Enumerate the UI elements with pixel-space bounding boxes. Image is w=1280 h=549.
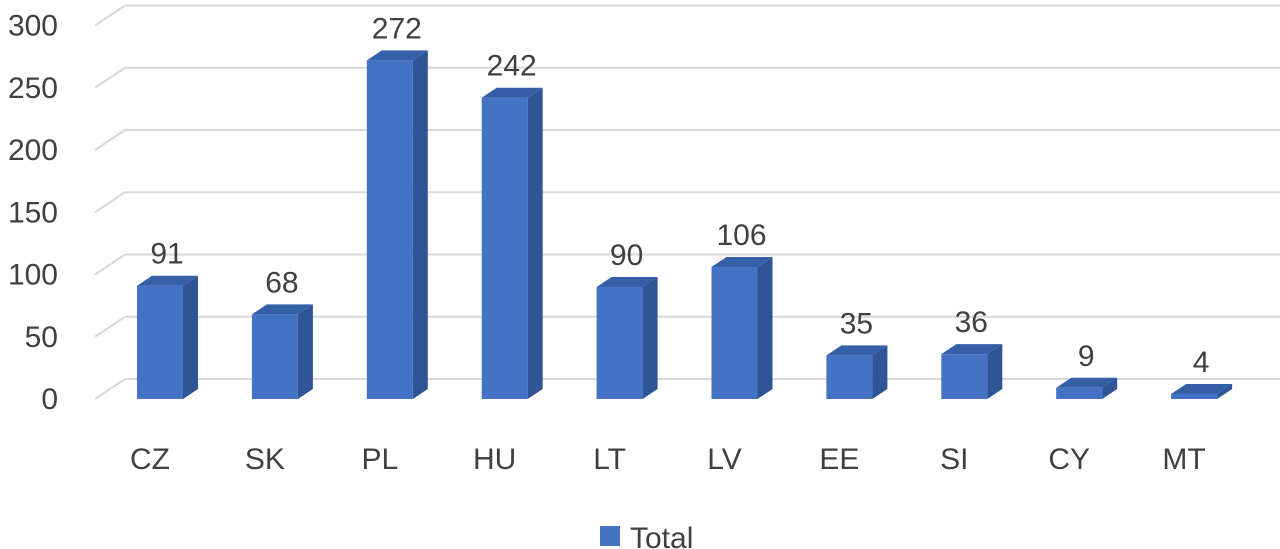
gridline-diagonal-50 (94, 315, 126, 338)
bar-front-si (941, 354, 988, 399)
bar-cy (1056, 377, 1118, 399)
bar-front-ee (826, 355, 873, 399)
bar-front-lv (711, 267, 758, 399)
bar-top-cy (1056, 377, 1118, 388)
bar-top-si (941, 344, 1003, 355)
bar-front-pl (366, 60, 413, 400)
category-label-lv: LV (707, 443, 741, 476)
y-tick-label-150: 150 (8, 196, 58, 229)
bar-top-mt (1171, 384, 1233, 395)
bar-side-hu (527, 87, 543, 400)
data-label-lt: 90 (610, 239, 643, 272)
category-label-ee: EE (819, 443, 859, 476)
data-label-sk: 68 (265, 266, 298, 299)
category-label-cy: CY (1048, 443, 1090, 476)
bar-mt (1171, 384, 1233, 399)
y-tick-label-200: 200 (8, 134, 58, 167)
category-label-pl: PL (361, 443, 398, 476)
legend-label-total: Total (630, 522, 693, 549)
bar-cz (137, 275, 198, 399)
legend: Total (600, 522, 693, 549)
y-axis-ticks: 0 50 100 150 200 250 300 (8, 10, 58, 417)
data-label-mt: 4 (1193, 346, 1210, 379)
bar-hu (481, 87, 543, 400)
gridline-diagonal-250 (94, 66, 126, 89)
bar-side-pl (412, 50, 428, 400)
bar-top-lv (711, 257, 773, 268)
bar-side-lt (642, 276, 658, 399)
bar-side-lv (757, 257, 773, 399)
bar-front-mt (1171, 394, 1218, 399)
data-labels: 91 68 272 242 90 106 35 36 9 4 (150, 12, 1209, 379)
gridline-diagonal-200 (94, 129, 126, 151)
bar-side-cz (183, 275, 198, 399)
gridlines (94, 4, 1280, 400)
bars (137, 50, 1233, 400)
data-label-ee: 35 (840, 307, 873, 340)
x-axis-categories: CZ SK PL HU LT LV EE SI CY MT (130, 443, 1206, 476)
bar-top-pl (366, 50, 428, 61)
bar-si (941, 344, 1003, 399)
bar-side-mt (1217, 384, 1233, 399)
category-label-mt: MT (1162, 443, 1205, 476)
category-label-sk: SK (245, 443, 285, 476)
category-label-si: SI (940, 443, 968, 476)
bar-top-cz (137, 275, 198, 286)
data-label-lv: 106 (716, 219, 766, 252)
gridline-diagonal-0 (94, 378, 126, 400)
bar-sk (251, 304, 313, 399)
bar-side-sk (297, 304, 313, 399)
y-tick-label-250: 250 (8, 72, 58, 105)
category-label-lt: LT (593, 443, 626, 476)
category-label-cz: CZ (130, 443, 170, 476)
data-label-pl: 272 (372, 12, 422, 45)
bar-front-sk (251, 314, 298, 399)
bar-front-cz (137, 285, 183, 399)
bar-lt (596, 276, 658, 399)
gridline-diagonal-100 (94, 253, 126, 276)
bar-top-ee (826, 345, 888, 356)
bar-top-hu (481, 87, 543, 98)
data-label-si: 36 (955, 306, 988, 339)
data-label-cz: 91 (150, 238, 183, 271)
category-label-hu: HU (473, 443, 516, 476)
bar-top-lt (596, 276, 658, 287)
y-tick-label-50: 50 (25, 321, 58, 354)
bar-front-hu (481, 97, 528, 400)
gridline-diagonal-300 (94, 4, 126, 27)
data-label-cy: 9 (1078, 340, 1095, 373)
bar-front-cy (1056, 387, 1103, 399)
bar-lv (711, 257, 773, 399)
bar-side-ee (872, 345, 888, 399)
bar-front-lt (596, 286, 643, 399)
legend-swatch-total (600, 526, 620, 546)
bar-top-sk (251, 304, 313, 315)
bar-pl (366, 50, 428, 400)
bar-side-si (987, 344, 1003, 399)
bar-ee (826, 345, 888, 399)
y-tick-label-100: 100 (8, 259, 58, 292)
bar-side-cy (1102, 377, 1118, 399)
data-label-hu: 242 (487, 50, 537, 83)
gridline-diagonal-150 (94, 191, 126, 214)
y-tick-label-300: 300 (8, 10, 58, 43)
y-tick-label-0: 0 (41, 383, 58, 416)
